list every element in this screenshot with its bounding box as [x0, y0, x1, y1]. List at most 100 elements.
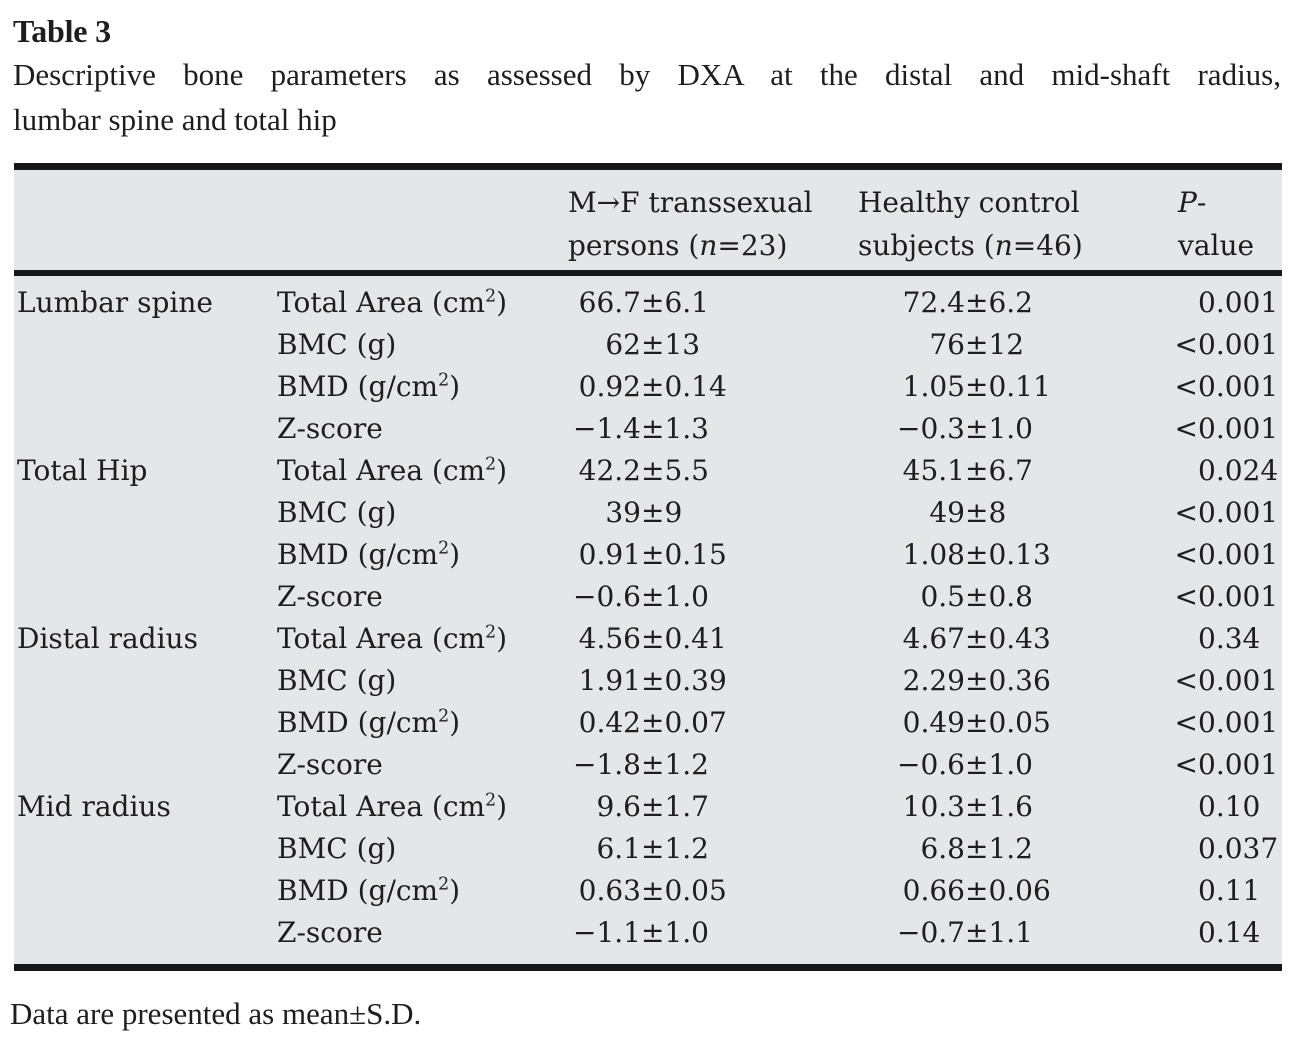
site-cell	[14, 660, 277, 702]
p-value-cell: <0.001	[1170, 744, 1282, 786]
mf-value-cell: 42.2 ±5.5	[568, 450, 858, 492]
value-mean: 0.42	[578, 706, 641, 739]
site-cell: Distal radius	[17, 622, 198, 655]
control-value-cell: 4.67 ±0.43	[858, 618, 1170, 660]
value-mean: 6.8	[920, 832, 965, 865]
value-sd: ±0.43	[965, 622, 1051, 655]
table-row: BMD (g/cm2) 0.63 ±0.05 0.66 ±0.06 0.11	[14, 870, 1282, 912]
p-value-cell: 0.037	[1170, 828, 1282, 870]
p-value-cell: 0.34	[1170, 618, 1282, 660]
value-sd: ±6.2	[965, 286, 1033, 319]
table-row: BMD (g/cm2) 0.92 ±0.14 1.05 ±0.11 <0.001	[14, 366, 1282, 408]
control-value-cell: 10.3 ±1.6	[858, 786, 1170, 828]
mf-value-cell: −0.6 ±1.0	[568, 576, 858, 618]
p-value-cell: <0.001	[1170, 702, 1282, 744]
mf-header-line-1: M→F transsexual	[568, 186, 813, 219]
control-value-cell: 1.08 ±0.13	[858, 534, 1170, 576]
control-value-cell: 49 ±8	[858, 492, 1170, 534]
table-row: Lumbar spine Total Area (cm2) 66.7 ±6.1 72.4…	[14, 282, 1282, 324]
value-mean: 6.1	[596, 832, 641, 865]
site-cell	[14, 492, 277, 534]
value-mean: −0.6	[573, 580, 641, 613]
value-mean: 0.63	[578, 874, 641, 907]
parameter-cell: Total Area (cm2)	[277, 286, 508, 319]
value-mean: 0.5	[920, 580, 965, 613]
control-value-cell: 72.4 ±6.2	[858, 282, 1170, 324]
control-value-cell: 0.49 ±0.05	[858, 702, 1170, 744]
table-row: Z-score −1.4 ±1.3 −0.3 ±1.0 <0.001	[14, 408, 1282, 450]
parameter-cell: BMC (g)	[277, 664, 397, 697]
value-sd: ±0.11	[965, 370, 1051, 403]
p-value-number: 0.34	[1198, 622, 1261, 655]
value-mean: −1.4	[573, 412, 641, 445]
mf-value-cell: 62 ±13	[568, 324, 858, 366]
control-value-cell: −0.3 ±1.0	[858, 408, 1170, 450]
parameter-cell: Total Area (cm2)	[277, 622, 508, 655]
value-mean: 42.2	[578, 454, 641, 487]
value-sd: ±1.2	[641, 748, 709, 781]
caption-line-1: Descriptive bone parameters as assessed …	[13, 57, 1281, 92]
p-value-cell: <0.001	[1170, 408, 1282, 450]
less-than-sign: <	[1174, 664, 1198, 697]
value-mean: 2.29	[902, 664, 965, 697]
mf-value-cell: −1.1 ±1.0	[568, 912, 858, 954]
table-caption: Descriptive bone parameters as assessed …	[13, 52, 1282, 142]
site-cell	[14, 366, 277, 408]
mf-value-cell: 66.7 ±6.1	[568, 282, 858, 324]
value-sd: ±0.14	[641, 370, 727, 403]
parameter-cell: BMD (g/cm2)	[277, 370, 461, 403]
site-cell	[14, 576, 277, 618]
site-cell: Mid radius	[17, 790, 171, 823]
control-value-cell: −0.7 ±1.1	[858, 912, 1170, 954]
p-value-number: 0.11	[1198, 874, 1261, 907]
p-value-number: 0.037	[1198, 832, 1279, 865]
mf-value-cell: −1.4 ±1.3	[568, 408, 858, 450]
value-mean: 4.56	[578, 622, 641, 655]
control-value-cell: −0.6 ±1.0	[858, 744, 1170, 786]
mf-value-cell: 39 ±9	[568, 492, 858, 534]
p-value-number: 0.001	[1198, 496, 1279, 529]
parameter-cell: BMD (g/cm2)	[277, 874, 461, 907]
value-sd: ±0.36	[965, 664, 1051, 697]
value-mean: 76	[929, 328, 965, 361]
value-sd: ±0.41	[641, 622, 727, 655]
site-cell: Total Hip	[17, 454, 148, 487]
p-value-cell: <0.001	[1170, 660, 1282, 702]
p-value-number: 0.10	[1198, 790, 1261, 823]
column-header-pvalue: P-value	[1178, 186, 1255, 262]
superscript-2: 2	[438, 370, 450, 391]
table-row: BMD (g/cm2) 0.91 ±0.15 1.08 ±0.13 <0.001	[14, 534, 1282, 576]
value-sd: ±5.5	[641, 454, 709, 487]
parameter-cell: BMC (g)	[277, 496, 397, 529]
value-mean: 0.66	[902, 874, 965, 907]
control-value-cell: 76 ±12	[858, 324, 1170, 366]
control-header-line-1: Healthy control	[858, 186, 1080, 219]
value-sd: ±1.0	[965, 412, 1033, 445]
parameter-cell: Z-score	[277, 412, 383, 445]
table-row: Distal radius Total Area (cm2) 4.56 ±0.41 4.…	[14, 618, 1282, 660]
value-mean: 0.92	[578, 370, 641, 403]
site-cell: Lumbar spine	[17, 286, 213, 319]
table-title: Table 3	[13, 13, 111, 49]
value-sd: ±6.7	[965, 454, 1033, 487]
mf-value-cell: 0.63 ±0.05	[568, 870, 858, 912]
superscript-2: 2	[438, 706, 450, 727]
p-value-cell: 0.10	[1170, 786, 1282, 828]
value-sd: ±1.2	[965, 832, 1033, 865]
p-value-cell: <0.001	[1170, 324, 1282, 366]
site-cell	[14, 744, 277, 786]
value-mean: 49	[929, 496, 965, 529]
value-mean: −0.7	[897, 916, 965, 949]
mf-value-cell: 6.1 ±1.2	[568, 828, 858, 870]
p-value-cell: <0.001	[1170, 576, 1282, 618]
table-footnote: Data are presented as mean±S.D.	[10, 996, 422, 1031]
site-cell	[14, 912, 277, 954]
less-than-sign: <	[1174, 370, 1198, 403]
value-sd: ±1.0	[641, 916, 709, 949]
control-value-cell: 45.1 ±6.7	[858, 450, 1170, 492]
control-value-cell: 1.05 ±0.11	[858, 366, 1170, 408]
less-than-sign: <	[1174, 580, 1198, 613]
less-than-sign: <	[1174, 706, 1198, 739]
parameter-cell: Z-score	[277, 916, 383, 949]
table-row: Mid radius Total Area (cm2) 9.6 ±1.7 10.3 ±1.…	[14, 786, 1282, 828]
